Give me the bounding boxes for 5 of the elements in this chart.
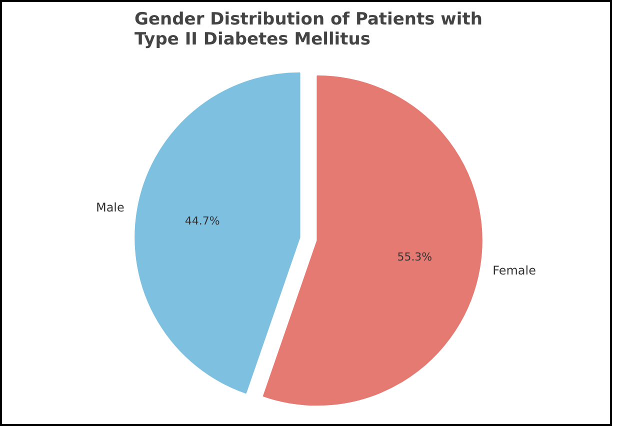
data-label: 44.7%: [184, 214, 220, 228]
chart-title: Gender Distribution of Patients with Type II Diabetes Mellitus: [134, 10, 482, 50]
slice-label: Male: [96, 200, 124, 214]
slice-label: Female: [492, 264, 536, 278]
data-label: 55.3%: [397, 250, 432, 264]
